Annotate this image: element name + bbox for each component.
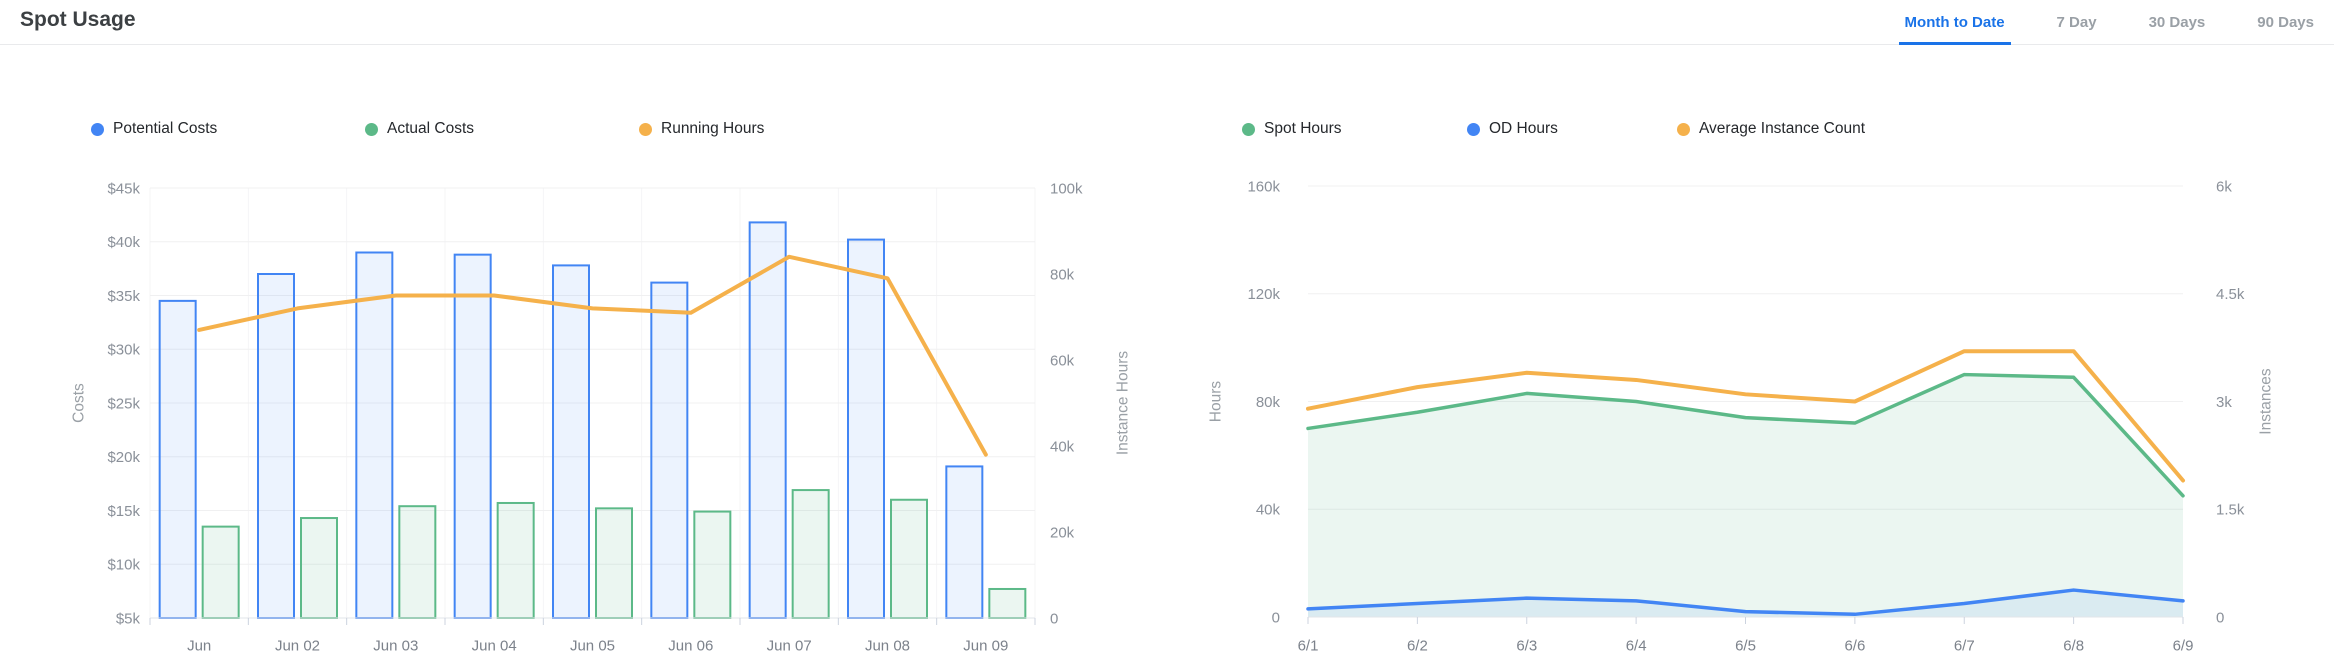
svg-text:1.5k: 1.5k: [2216, 502, 2245, 519]
svg-text:Jun 02: Jun 02: [275, 637, 320, 654]
tab-7-day[interactable]: 7 Day: [2056, 13, 2097, 31]
svg-text:20k: 20k: [1050, 524, 1075, 541]
svg-text:Instance Hours: Instance Hours: [1114, 351, 1131, 455]
svg-text:Jun 08: Jun 08: [865, 637, 910, 654]
svg-text:$35k: $35k: [107, 288, 140, 305]
legend-marker-icon: [91, 122, 104, 136]
svg-text:Jun 05: Jun 05: [570, 637, 615, 654]
svg-text:100k: 100k: [1050, 180, 1083, 197]
svg-text:Jun: Jun: [187, 637, 211, 654]
svg-text:0: 0: [1272, 609, 1280, 626]
svg-text:160k: 160k: [1247, 178, 1280, 195]
page-title: Spot Usage: [20, 8, 136, 31]
svg-text:Costs: Costs: [70, 383, 87, 423]
svg-text:6/3: 6/3: [1516, 637, 1537, 654]
legend-marker-icon: [1242, 122, 1255, 136]
svg-text:80k: 80k: [1256, 394, 1281, 411]
svg-text:6/9: 6/9: [2173, 637, 2194, 654]
svg-text:$45k: $45k: [107, 180, 140, 197]
svg-text:120k: 120k: [1247, 286, 1280, 303]
svg-text:0: 0: [2216, 609, 2224, 626]
svg-text:Hours: Hours: [1207, 381, 1224, 423]
legend-item-spot-hours[interactable]: Spot Hours: [1242, 116, 1342, 142]
hours-and-instances-chart: 0 40k 80k 120k 160k 0 1.5k 3k 4.5k 6k 6/1 6/2 6/3 6/4…: [1207, 178, 2274, 654]
svg-text:6/7: 6/7: [1954, 637, 1975, 654]
legend-item-average-instance-count[interactable]: Average Instance Count: [1677, 116, 1865, 142]
svg-text:0: 0: [1050, 610, 1058, 627]
svg-text:6/4: 6/4: [1626, 637, 1647, 654]
svg-text:40k: 40k: [1256, 502, 1281, 519]
legend-marker-icon: [365, 122, 378, 136]
svg-text:$40k: $40k: [107, 234, 140, 251]
svg-text:$30k: $30k: [107, 342, 140, 359]
time-range-tabs: Month to Date 7 Day 30 Days 90 Days: [1898, 0, 2320, 45]
legend-marker-icon: [1677, 122, 1690, 136]
svg-text:4.5k: 4.5k: [2216, 286, 2245, 303]
svg-text:Jun 07: Jun 07: [767, 637, 812, 654]
svg-text:$20k: $20k: [107, 449, 140, 466]
legend-item-potential-costs[interactable]: Potential Costs: [91, 116, 217, 142]
svg-text:Jun 04: Jun 04: [472, 637, 517, 654]
tab-30-days[interactable]: 30 Days: [2148, 13, 2206, 31]
svg-text:$5k: $5k: [116, 610, 141, 627]
header: Spot Usage Month to Date 7 Day 30 Days 9…: [0, 0, 2334, 45]
svg-text:$25k: $25k: [107, 395, 140, 412]
svg-text:$15k: $15k: [107, 503, 140, 520]
legend-item-od-hours[interactable]: OD Hours: [1467, 116, 1558, 142]
svg-text:40k: 40k: [1050, 438, 1075, 455]
svg-text:$10k: $10k: [107, 557, 140, 574]
svg-text:6k: 6k: [2216, 178, 2232, 195]
svg-text:6/8: 6/8: [2063, 637, 2084, 654]
svg-text:60k: 60k: [1050, 352, 1075, 369]
svg-text:Instances: Instances: [2257, 368, 2274, 435]
legend-item-running-hours[interactable]: Running Hours: [639, 116, 764, 142]
svg-text:3k: 3k: [2216, 394, 2232, 411]
legend-item-actual-costs[interactable]: Actual Costs: [365, 116, 474, 142]
svg-text:6/2: 6/2: [1407, 637, 1428, 654]
legend-marker-icon: [1467, 122, 1480, 136]
svg-text:6/6: 6/6: [1844, 637, 1865, 654]
svg-text:Jun 06: Jun 06: [668, 637, 713, 654]
svg-text:Jun 09: Jun 09: [963, 637, 1008, 654]
svg-text:6/5: 6/5: [1735, 637, 1756, 654]
svg-text:6/1: 6/1: [1298, 637, 1319, 654]
legend-marker-icon: [639, 122, 652, 136]
svg-text:Jun 03: Jun 03: [373, 637, 418, 654]
costs-and-running-hours-chart: $5k $10k $15k $20k $25k $30k $35k $40k $45k 0 20k 4…: [70, 180, 1131, 654]
tab-month-to-date[interactable]: Month to Date: [1898, 0, 2011, 45]
svg-text:80k: 80k: [1050, 266, 1075, 283]
tab-90-days[interactable]: 90 Days: [2257, 13, 2314, 31]
